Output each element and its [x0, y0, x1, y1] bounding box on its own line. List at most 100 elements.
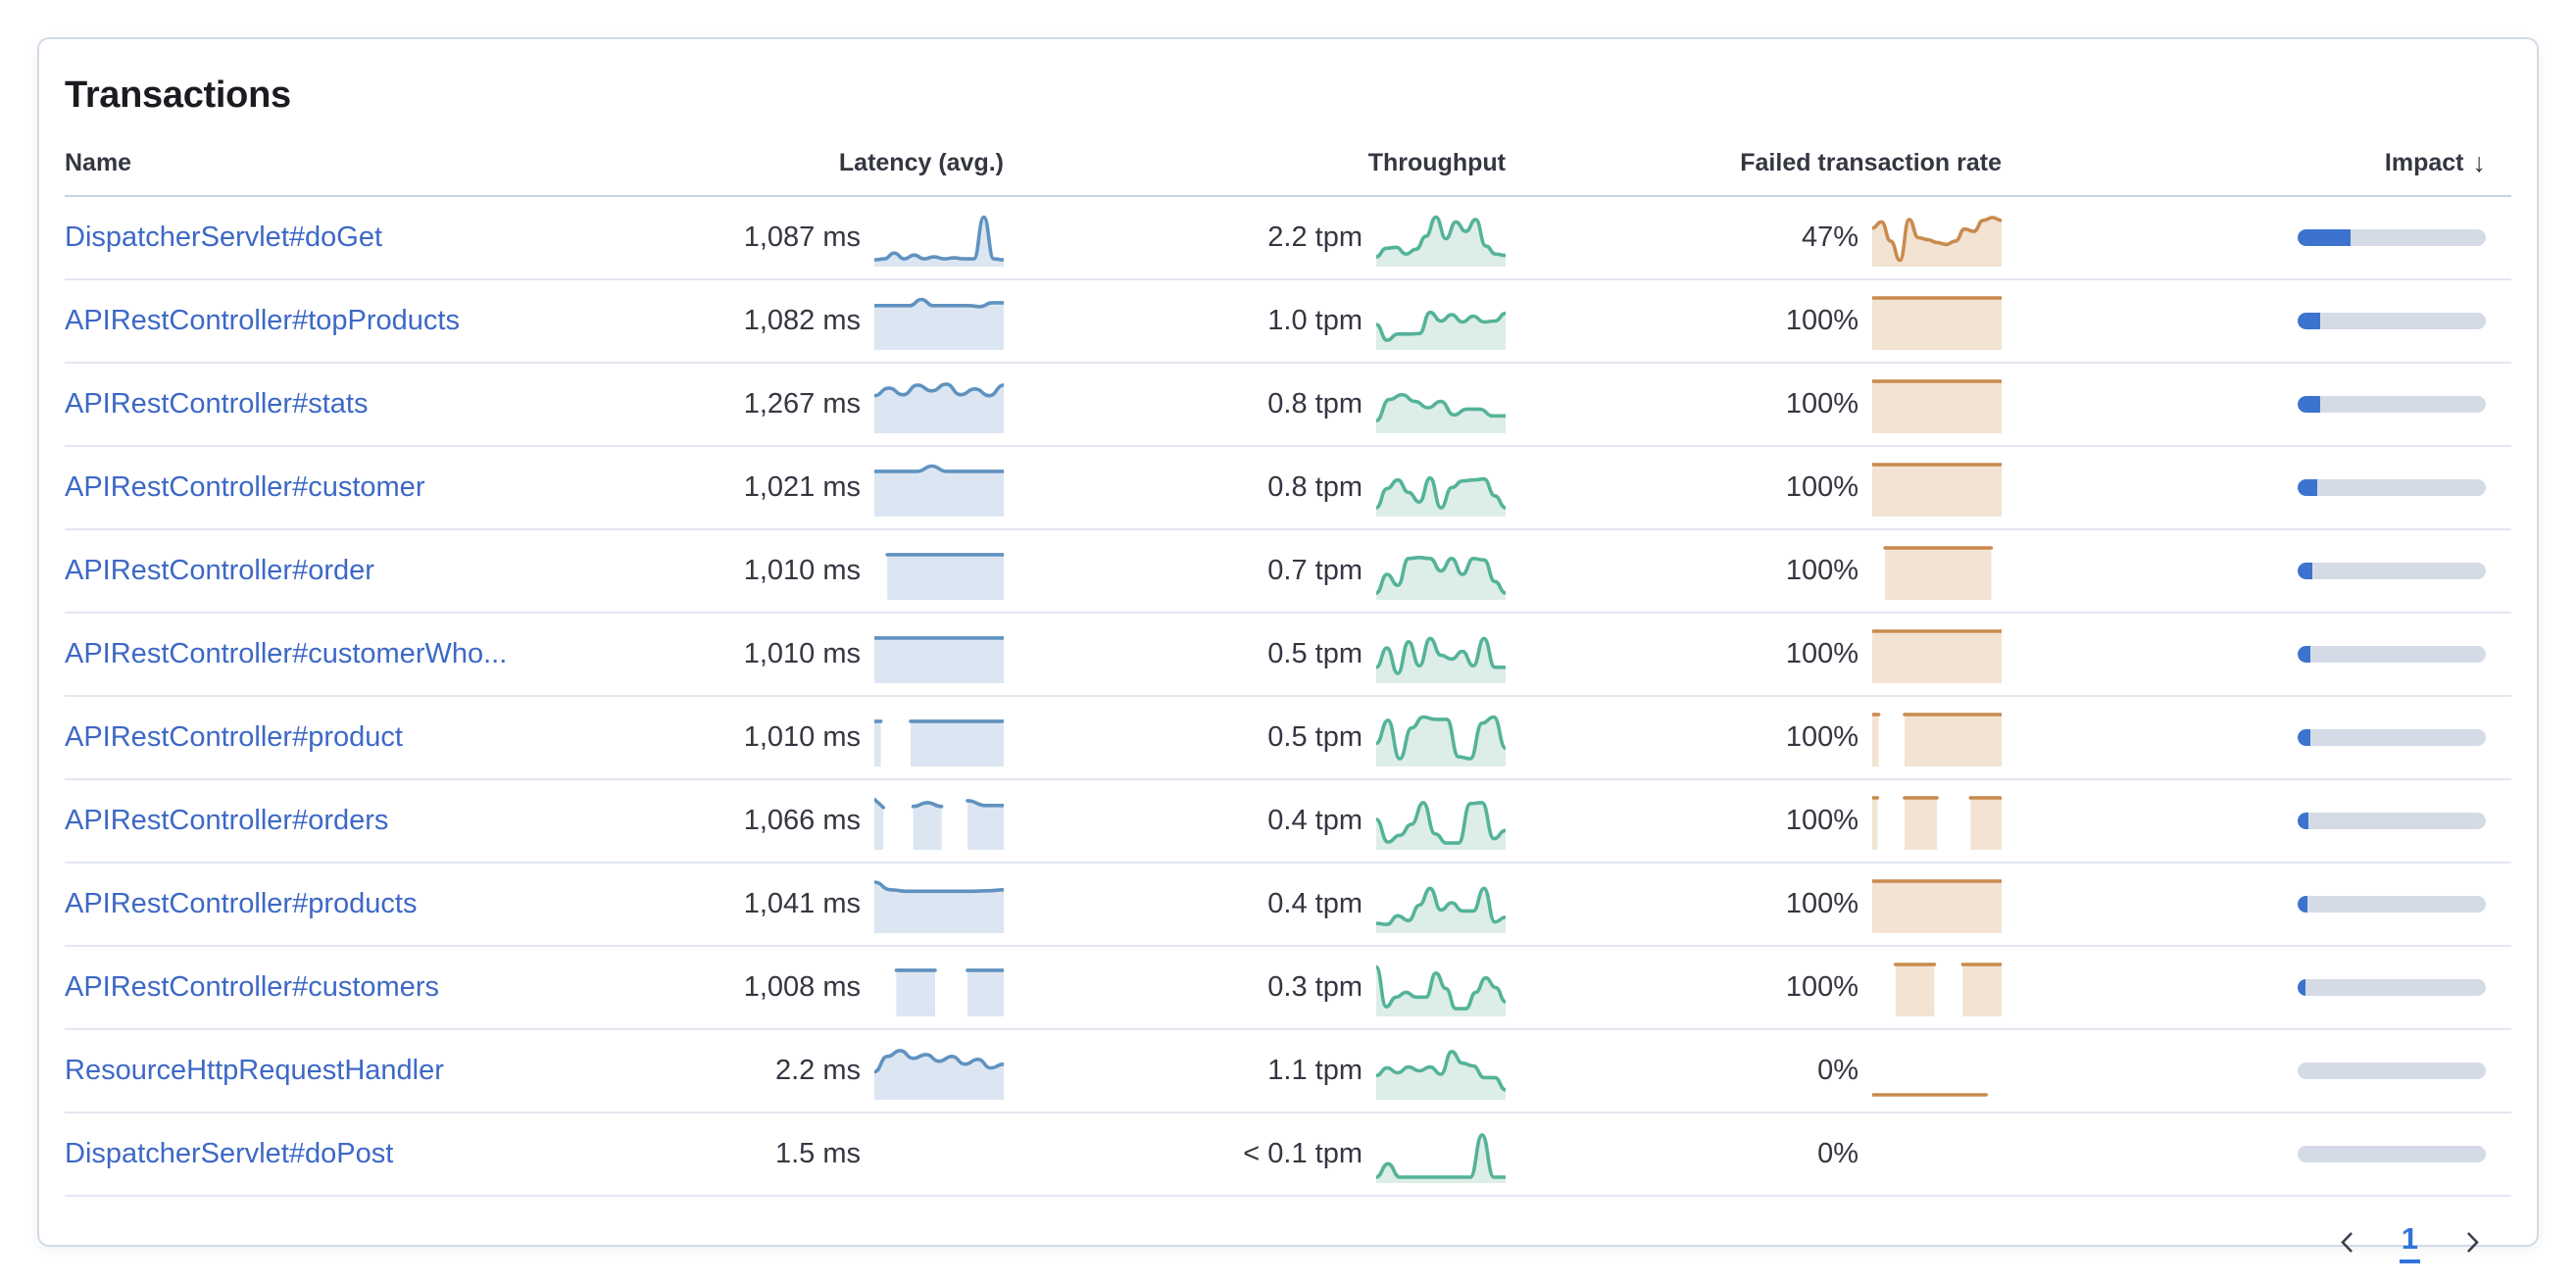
latency-cell: 1,010 ms — [612, 710, 1004, 766]
transaction-link[interactable]: APIRestController#customers — [65, 971, 439, 1003]
transaction-link[interactable]: APIRestController#topProducts — [65, 305, 460, 336]
table-header: Name Latency (avg.) Throughput Failed tr… — [65, 130, 2511, 197]
sparkline-svg — [874, 718, 1004, 766]
failed-rate-sparkline — [1872, 376, 2002, 433]
impact-header-label: Impact — [2384, 148, 2464, 176]
failed-rate-cell: 100% — [1506, 293, 2002, 350]
throughput-value: 0.4 tpm — [1267, 888, 1362, 919]
impact-bar-fill — [2298, 896, 2307, 913]
failed-rate-cell: 47% — [1506, 210, 2002, 267]
latency-value: 1,010 ms — [743, 555, 861, 586]
failed-rate-value: 100% — [1785, 388, 1858, 420]
failed-rate-value: 100% — [1785, 971, 1858, 1003]
impact-cell — [2002, 979, 2511, 996]
throughput-sparkline — [1376, 376, 1506, 433]
transaction-link[interactable]: ResourceHttpRequestHandler — [65, 1055, 444, 1086]
throughput-sparkline — [1376, 626, 1506, 683]
throughput-value: 0.3 tpm — [1267, 971, 1362, 1003]
sparkline-svg — [1376, 800, 1506, 850]
throughput-cell: 1.1 tpm — [1004, 1043, 1506, 1100]
throughput-value: 0.7 tpm — [1267, 555, 1362, 586]
latency-value: 1,008 ms — [743, 971, 861, 1003]
transaction-link[interactable]: APIRestController#stats — [65, 388, 369, 420]
sparkline-svg — [874, 635, 1004, 683]
transaction-link[interactable]: APIRestController#customerWho... — [65, 638, 508, 669]
throughput-sparkline — [1376, 793, 1506, 850]
transaction-link[interactable]: APIRestController#orders — [65, 805, 389, 836]
throughput-value: 0.4 tpm — [1267, 805, 1362, 836]
latency-value: 1,066 ms — [743, 805, 861, 836]
latency-sparkline — [874, 876, 1004, 933]
latency-sparkline — [874, 793, 1004, 850]
throughput-sparkline — [1376, 876, 1506, 933]
sparkline-svg — [1376, 964, 1506, 1016]
page-number-1[interactable]: 1 — [2399, 1221, 2420, 1263]
name-cell: APIRestController#topProducts — [65, 305, 612, 337]
throughput-cell: 0.4 tpm — [1004, 793, 1506, 850]
transaction-link[interactable]: DispatcherServlet#doPost — [65, 1138, 394, 1169]
impact-bar — [2298, 646, 2486, 663]
failed-rate-cell: 100% — [1506, 793, 2002, 850]
throughput-value: 1.0 tpm — [1267, 305, 1362, 336]
failed-rate-value: 100% — [1785, 888, 1858, 919]
throughput-sparkline — [1376, 543, 1506, 600]
failed-rate-sparkline — [1872, 710, 2002, 766]
column-header-impact[interactable]: Impact ↓ — [2002, 148, 2511, 178]
name-cell: DispatcherServlet#doGet — [65, 222, 612, 254]
impact-bar — [2298, 1146, 2486, 1162]
latency-sparkline — [874, 960, 1004, 1016]
table-row: DispatcherServlet#doPost 1.5 ms < 0.1 tp… — [65, 1113, 2511, 1197]
impact-cell — [2002, 1062, 2511, 1079]
sparkline-svg — [1376, 715, 1506, 766]
impact-bar-fill — [2298, 729, 2311, 746]
transaction-link[interactable]: DispatcherServlet#doGet — [65, 222, 382, 253]
next-page-button[interactable] — [2455, 1225, 2490, 1259]
failed-rate-value: 100% — [1785, 721, 1858, 753]
latency-value: 1,082 ms — [743, 305, 861, 336]
table-row: ResourceHttpRequestHandler 2.2 ms 1.1 tp… — [65, 1030, 2511, 1113]
column-header-failed-rate[interactable]: Failed transaction rate — [1740, 148, 2002, 176]
throughput-cell: < 0.1 tpm — [1004, 1126, 1506, 1183]
latency-cell: 1,008 ms — [612, 960, 1004, 1016]
failed-rate-value: 100% — [1785, 638, 1858, 669]
failed-rate-cell: 100% — [1506, 960, 2002, 1016]
table-row: APIRestController#products 1,041 ms 0.4 … — [65, 864, 2511, 947]
throughput-sparkline — [1376, 210, 1506, 267]
latency-sparkline — [874, 460, 1004, 517]
impact-cell — [2002, 646, 2511, 663]
transaction-link[interactable]: APIRestController#products — [65, 888, 418, 919]
impact-bar-fill — [2298, 229, 2351, 246]
name-cell: APIRestController#customers — [65, 971, 612, 1004]
impact-bar — [2298, 396, 2486, 413]
throughput-sparkline — [1376, 710, 1506, 766]
table-row: APIRestController#product 1,010 ms 0.5 t… — [65, 697, 2511, 780]
previous-page-button[interactable] — [2330, 1225, 2364, 1259]
transaction-link[interactable]: APIRestController#customer — [65, 471, 425, 503]
throughput-cell: 0.7 tpm — [1004, 543, 1506, 600]
impact-bar — [2298, 979, 2486, 996]
failed-rate-sparkline — [1872, 460, 2002, 517]
failed-rate-cell: 100% — [1506, 710, 2002, 766]
transaction-link[interactable]: APIRestController#product — [65, 721, 403, 753]
name-cell: APIRestController#product — [65, 721, 612, 754]
impact-bar — [2298, 896, 2486, 913]
column-header-name[interactable]: Name — [65, 148, 132, 176]
impact-cell — [2002, 396, 2511, 413]
throughput-cell: 0.8 tpm — [1004, 460, 1506, 517]
sparkline-svg — [1872, 378, 2002, 433]
pagination: 1 — [65, 1214, 2511, 1269]
impact-bar-fill — [2298, 979, 2305, 996]
throughput-cell: 0.4 tpm — [1004, 876, 1506, 933]
throughput-value: 0.8 tpm — [1267, 388, 1362, 420]
impact-bar-fill — [2298, 396, 2321, 413]
column-header-throughput[interactable]: Throughput — [1367, 148, 1506, 176]
column-header-latency[interactable]: Latency (avg.) — [838, 148, 1004, 176]
latency-cell: 1,041 ms — [612, 876, 1004, 933]
table-row: DispatcherServlet#doGet 1,087 ms 2.2 tpm… — [65, 197, 2511, 280]
failed-rate-cell: 100% — [1506, 543, 2002, 600]
sparkline-svg — [874, 797, 1004, 850]
throughput-cell: 0.5 tpm — [1004, 626, 1506, 683]
transaction-link[interactable]: APIRestController#order — [65, 555, 374, 586]
latency-cell: 1,010 ms — [612, 543, 1004, 600]
table-row: APIRestController#customerWho... 1,010 m… — [65, 614, 2511, 697]
